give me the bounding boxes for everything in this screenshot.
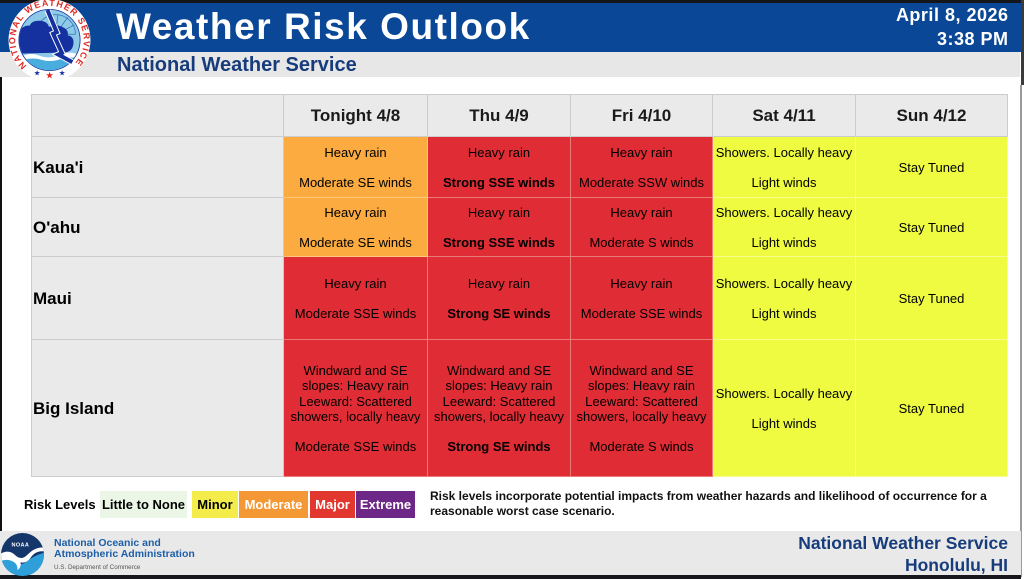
svg-text:★: ★ — [59, 68, 65, 77]
svg-text:★: ★ — [34, 68, 41, 77]
svg-text:★: ★ — [45, 70, 53, 80]
svg-text:NOAA: NOAA — [12, 543, 30, 549]
